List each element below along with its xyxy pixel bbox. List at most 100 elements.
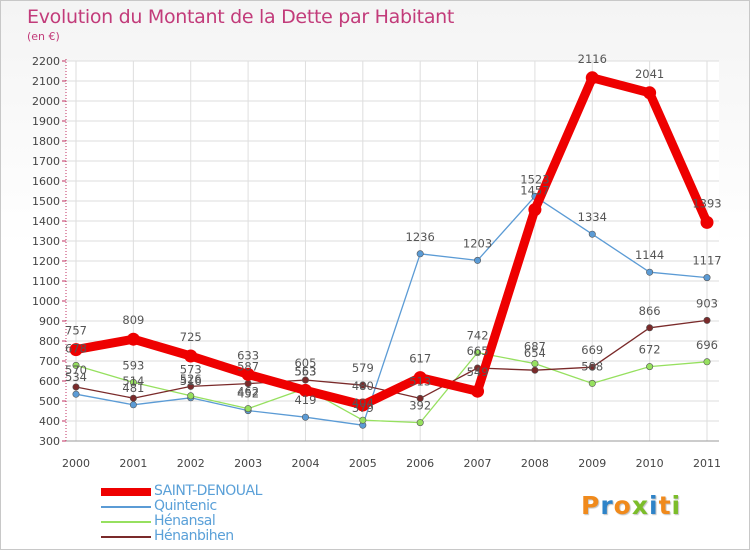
- series-point-3: [301, 376, 309, 384]
- data-label: 480: [352, 379, 374, 393]
- series-point-3: [703, 316, 711, 324]
- logo-letter: o: [613, 491, 632, 520]
- data-label: 1457: [520, 184, 549, 198]
- data-label: 2041: [635, 67, 664, 81]
- series-point-3: [359, 381, 367, 389]
- data-label: 903: [696, 296, 718, 310]
- x-tick-label: 2002: [177, 457, 205, 470]
- data-label: 587: [237, 360, 259, 374]
- series-point-0: [69, 343, 83, 357]
- y-tick-label: 1500: [32, 195, 60, 208]
- series-point-0: [528, 203, 542, 217]
- data-label: 516: [180, 374, 202, 388]
- data-label: 605: [294, 356, 316, 370]
- series-point-2: [588, 379, 596, 387]
- x-tick-label: 2009: [578, 457, 606, 470]
- data-label: 513: [409, 374, 431, 388]
- series-point-1: [129, 401, 137, 409]
- data-label: 757: [65, 324, 87, 338]
- series-point-2: [531, 360, 539, 368]
- x-tick-label: 2005: [349, 457, 377, 470]
- data-label: 725: [180, 330, 202, 344]
- x-tick-label: 2008: [521, 457, 549, 470]
- data-label: 534: [65, 370, 87, 384]
- logo-letter: x: [631, 491, 649, 520]
- series-point-2: [244, 405, 252, 413]
- series-point-2: [129, 378, 137, 386]
- data-label: 481: [122, 381, 144, 395]
- data-label: 665: [467, 344, 489, 358]
- data-label: 809: [122, 313, 144, 327]
- data-label: 419: [294, 393, 316, 407]
- data-label: 633: [237, 348, 259, 362]
- series-line-2: [75, 351, 708, 424]
- data-label: 617: [409, 352, 431, 366]
- series-point-1: [72, 390, 80, 398]
- series-point-3: [129, 394, 137, 402]
- series-point-0: [241, 367, 255, 381]
- legend-swatch-3: [101, 536, 151, 538]
- data-label: 514: [122, 374, 144, 388]
- data-label: 2116: [578, 52, 607, 66]
- legend-swatch-2: [101, 521, 151, 523]
- x-tick-label: 2003: [234, 457, 262, 470]
- data-label: 526: [180, 372, 202, 386]
- logo-letter: i: [671, 491, 682, 520]
- series-point-2: [187, 392, 195, 400]
- x-tick-label: 2006: [406, 457, 434, 470]
- y-tick-label: 700: [39, 355, 60, 368]
- series-point-2: [703, 358, 711, 366]
- y-tick-label: 2200: [32, 55, 60, 68]
- data-label: 1523: [520, 172, 549, 186]
- plot-area: [66, 61, 719, 441]
- series-point-3: [588, 363, 596, 371]
- series-point-0: [126, 332, 140, 346]
- series-point-1: [416, 250, 424, 258]
- y-tick-label: 2100: [32, 75, 60, 88]
- data-label: 452: [237, 387, 259, 401]
- x-tick-label: 2007: [464, 457, 492, 470]
- data-label: 588: [581, 359, 603, 373]
- data-label: 1117: [692, 254, 721, 268]
- legend-label-2: Hénansal: [154, 513, 216, 529]
- y-tick-label: 1100: [32, 275, 60, 288]
- data-label: 742: [467, 329, 489, 343]
- data-label: 392: [409, 399, 431, 413]
- y-tick-label: 900: [39, 315, 60, 328]
- legend-label-0: SAINT-DENOUAL: [154, 483, 262, 499]
- y-tick-label: 1000: [32, 295, 60, 308]
- y-tick-label: 800: [39, 335, 60, 348]
- series-line-0: [71, 73, 712, 410]
- series-point-1: [301, 413, 309, 421]
- logo-letter: r: [600, 491, 614, 520]
- data-label: 549: [467, 365, 489, 379]
- legend-label-1: Quintenic: [154, 498, 217, 514]
- series-point-0: [356, 398, 370, 412]
- series-point-3: [531, 366, 539, 374]
- data-label: 462: [237, 385, 259, 399]
- data-label: 563: [294, 364, 316, 378]
- proxiti-logo: Proxiti: [581, 491, 681, 520]
- data-label: 672: [639, 343, 661, 357]
- data-label: 404: [352, 396, 374, 410]
- data-label: 687: [524, 340, 546, 354]
- data-label: 573: [180, 362, 202, 376]
- data-label: 678: [65, 341, 87, 355]
- logo-letter: P: [581, 491, 601, 520]
- y-tick-label: 1300: [32, 235, 60, 248]
- y-tick-label: 1700: [32, 155, 60, 168]
- series-point-0: [700, 215, 714, 229]
- data-label: 593: [122, 358, 144, 372]
- legend-swatch-0: [101, 488, 151, 496]
- chart-title: Evolution du Montant de la Dette par Hab…: [27, 6, 455, 28]
- series-point-0: [413, 371, 427, 385]
- y-tick-label: 1600: [32, 175, 60, 188]
- data-label: 669: [581, 343, 603, 357]
- y-tick-label: 1800: [32, 135, 60, 148]
- y-tick-label: 300: [39, 435, 60, 448]
- series-point-2: [416, 419, 424, 427]
- y-tick-label: 1200: [32, 255, 60, 268]
- series-point-1: [588, 230, 596, 238]
